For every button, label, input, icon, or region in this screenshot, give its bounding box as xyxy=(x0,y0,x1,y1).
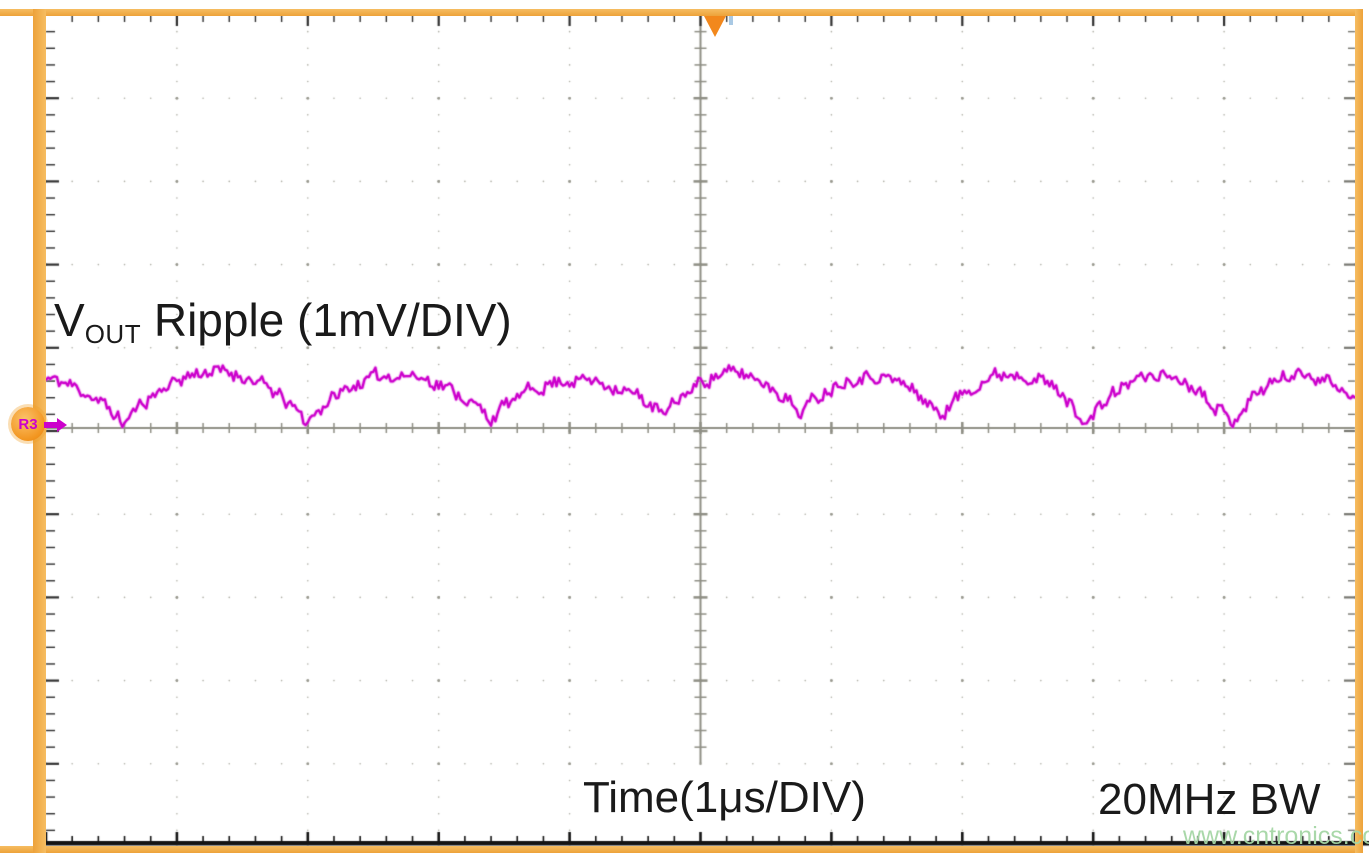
channel-label-subscript: OUT xyxy=(84,319,142,349)
bandwidth-label: 20MHz BW xyxy=(1098,775,1321,824)
reference-marker-badge: R3 xyxy=(11,407,45,441)
channel-position-tick-icon xyxy=(729,16,733,25)
channel-label: VOUT Ripple (1mV/DIV) xyxy=(54,297,512,347)
reference-arrow-icon xyxy=(44,418,67,432)
bezel-right xyxy=(1355,9,1363,853)
channel-label-rest: Ripple (1mV/DIV) xyxy=(141,294,512,346)
trigger-marker-icon xyxy=(704,16,726,37)
bezel-top xyxy=(0,9,1363,16)
reference-marker-label: R3 xyxy=(18,415,38,433)
watermark-text: www.cntronics.com xyxy=(1183,822,1369,850)
bezel-bottom xyxy=(0,846,1363,853)
channel-label-prefix: V xyxy=(54,294,85,346)
timebase-label: Time(1μs/DIV) xyxy=(583,773,866,822)
